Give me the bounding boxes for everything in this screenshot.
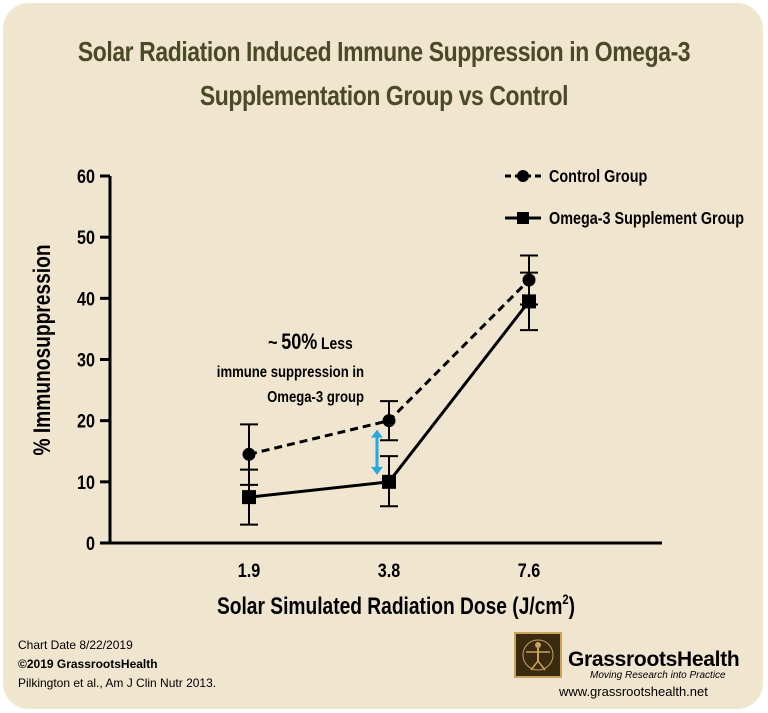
difference-arrow [371,429,383,475]
x-axis-label-sup: 2 [562,592,568,607]
x-axis-label: Solar Simulated Radiation Dose (J/cm2) [217,592,575,620]
legend-omega-label: Omega-3 Supplement Group [549,209,744,229]
annotation-tilde: ~ [268,330,278,353]
x-tick-label: 1.9 [238,560,261,582]
brand-name[interactable]: GrassrootsHealth [568,648,740,671]
annotation-line-1: ~ 50% Less [268,330,353,354]
chart-card [3,3,763,709]
chart-date: Chart Date 8/22/2019 [18,638,133,652]
y-tick-label: 30 [77,349,95,371]
annotation: ~ 50% Less immune suppression in Omega-3… [217,330,383,475]
x-axis-label-main: Solar Simulated Radiation Dose (J/cm [217,592,562,620]
annotation-line-3: Omega-3 group [267,389,364,406]
legend-omega-marker [517,212,529,224]
y-tick-label: 50 [77,227,95,249]
citation: Pilkington et al., Am J Clin Nutr 2013. [18,676,217,690]
chart-title: Solar Radiation Induced Immune Suppressi… [69,30,699,118]
arrow-head-down [371,466,383,475]
y-tick-label: 20 [77,410,95,432]
x-axis-label-close: ) [569,592,575,620]
y-axis-label: % Immunosuppression [28,244,56,455]
legend: Control Group Omega-3 Supplement Group [505,167,744,229]
vitruvian-icon [522,639,554,671]
data-point [522,294,536,309]
data-point [242,447,256,461]
x-ticks: 1.9 3.8 7.6 [238,560,541,582]
brand-url[interactable]: www.grassrootshealth.net [559,684,708,699]
title-line-1: Solar Radiation Induced Immune Suppressi… [77,36,691,67]
x-tick-label: 7.6 [518,560,541,582]
annotation-percent: 50% [281,330,317,354]
brand-tagline: Moving Research into Practice [590,670,726,681]
annotation-less: Less [321,335,353,354]
y-tick-label: 10 [77,472,95,494]
legend-control-label: Control Group [549,167,647,187]
x-tick-label: 3.8 [378,560,401,582]
brand-logo [514,632,562,678]
data-point [382,414,396,428]
arrow-head-up [371,429,383,438]
y-ticks: 0 10 20 30 40 50 60 [77,166,110,555]
data-point [382,474,396,489]
series-group [240,254,538,526]
copyright: ©2019 GrassrootsHealth [18,657,158,671]
annotation-line-2: immune suppression in [217,364,364,381]
series-omega3 [240,271,538,526]
legend-control-marker [517,170,529,182]
y-tick-label: 0 [86,533,95,555]
y-tick-label: 40 [77,288,95,310]
y-tick-label: 60 [77,166,95,188]
title-line-2: Supplementation Group vs Control [199,80,569,111]
data-point [242,490,256,505]
